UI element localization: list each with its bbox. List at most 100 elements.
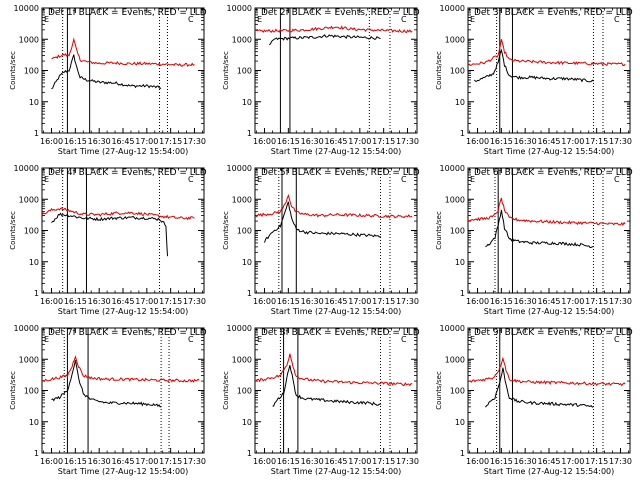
x-tick-label: 16:30	[88, 457, 111, 466]
y-tick-label: 100	[237, 227, 252, 236]
corner-label: E	[44, 335, 49, 344]
series-line-events	[264, 201, 381, 243]
corner-label: E	[470, 175, 475, 184]
y-tick-label: 1000	[232, 195, 252, 204]
x-axis-label: Start Time (27-Aug-12 15:54:00)	[271, 467, 402, 476]
x-tick-label: 16:45	[111, 297, 134, 306]
x-tick-label: 17:15	[585, 457, 608, 466]
x-tick-label: 17:00	[135, 457, 158, 466]
chart-title: Det 1f BLACK = Events, RED = LLD	[48, 8, 207, 18]
y-axis-label: Counts/sec	[9, 371, 17, 410]
x-tick-label: 16:00	[40, 137, 63, 146]
corner-label: E	[257, 335, 262, 344]
series-line-events	[51, 54, 162, 90]
y-tick-label: 10	[455, 418, 465, 427]
y-tick-label: 10	[242, 418, 252, 427]
y-tick-label: 1	[247, 289, 252, 298]
series-line-lld	[41, 355, 200, 383]
x-tick-label: 17:00	[348, 457, 371, 466]
series-line-lld	[254, 25, 413, 34]
x-tick-label: 17:30	[183, 297, 206, 306]
y-tick-label: 1	[34, 449, 39, 458]
x-tick-label: 16:45	[324, 297, 347, 306]
y-tick-label: 1	[460, 449, 465, 458]
chart-title: Det 7f BLACK = Events, RED = LLD	[48, 328, 207, 338]
plot-frame	[41, 327, 205, 454]
x-tick-label: 16:30	[301, 137, 324, 146]
y-tick-label: 1000	[232, 355, 252, 364]
x-tick-label: 16:30	[514, 297, 537, 306]
x-tick-label: 16:30	[301, 297, 324, 306]
series-line-events	[272, 365, 381, 407]
x-tick-label: 16:00	[253, 137, 276, 146]
y-axis-label: Counts/sec	[222, 371, 230, 410]
x-tick-label: 16:45	[324, 137, 347, 146]
y-tick-label: 1	[34, 289, 39, 298]
x-tick-label: 16:00	[466, 457, 489, 466]
x-tick-label: 16:15	[64, 297, 87, 306]
chart-title: Det 5f BLACK = Events, RED = LLD	[261, 168, 420, 178]
x-tick-label: 16:00	[466, 137, 489, 146]
y-tick-label: 10000	[227, 4, 252, 13]
x-tick-label: 16:15	[490, 297, 513, 306]
chart-title: Det 3f BLACK = Events, RED = LLD	[474, 8, 633, 18]
series-line-events	[485, 367, 594, 408]
series-line-events	[51, 212, 168, 257]
y-tick-label: 10	[29, 98, 39, 107]
x-tick-label: 17:00	[561, 137, 584, 146]
x-axis-label: Start Time (27-Aug-12 15:54:00)	[271, 307, 402, 316]
x-axis-label: Start Time (27-Aug-12 15:54:00)	[58, 307, 189, 316]
x-tick-label: 17:00	[135, 297, 158, 306]
series-line-lld	[254, 353, 413, 387]
x-tick-label: 16:00	[253, 457, 276, 466]
y-axis-label: Counts/sec	[435, 371, 443, 410]
x-tick-label: 17:30	[396, 137, 419, 146]
y-tick-label: 1000	[19, 355, 39, 364]
series-line-events	[485, 209, 594, 249]
series-line-events	[268, 34, 381, 46]
y-tick-label: 1000	[445, 355, 465, 364]
x-tick-label: 17:15	[585, 297, 608, 306]
x-tick-label: 16:15	[64, 457, 87, 466]
x-tick-label: 17:30	[609, 297, 632, 306]
corner-label: E	[470, 335, 475, 344]
plot-frame	[41, 7, 205, 134]
x-tick-label: 17:00	[561, 457, 584, 466]
chart-title: Det 9f BLACK = Events, RED = LLD	[474, 328, 633, 338]
y-tick-label: 10	[242, 98, 252, 107]
corner-label: C	[188, 335, 194, 344]
x-tick-label: 17:00	[348, 297, 371, 306]
chart-title: Det 6f BLACK = Events, RED = LLD	[474, 168, 633, 178]
corner-label: E	[470, 15, 475, 24]
x-tick-label: 16:45	[537, 297, 560, 306]
y-tick-label: 10000	[14, 164, 39, 173]
y-tick-label: 100	[24, 67, 39, 76]
x-tick-label: 16:15	[277, 457, 300, 466]
x-tick-label: 17:30	[183, 457, 206, 466]
y-tick-label: 10000	[440, 324, 465, 333]
x-tick-label: 17:15	[159, 457, 182, 466]
y-tick-label: 10000	[440, 4, 465, 13]
y-tick-label: 100	[450, 387, 465, 396]
y-tick-label: 10000	[227, 164, 252, 173]
x-tick-label: 17:30	[609, 457, 632, 466]
corner-label: C	[188, 175, 194, 184]
x-tick-label: 17:15	[585, 137, 608, 146]
x-tick-label: 17:15	[159, 297, 182, 306]
corner-label: C	[614, 175, 620, 184]
x-tick-label: 16:00	[40, 297, 63, 306]
x-tick-label: 16:30	[88, 297, 111, 306]
y-tick-label: 10000	[227, 324, 252, 333]
y-tick-label: 10	[29, 258, 39, 267]
y-tick-label: 10	[455, 98, 465, 107]
y-tick-label: 10	[455, 258, 465, 267]
y-tick-label: 1	[247, 129, 252, 138]
x-tick-label: 16:15	[490, 457, 513, 466]
series-line-lld	[254, 194, 413, 219]
